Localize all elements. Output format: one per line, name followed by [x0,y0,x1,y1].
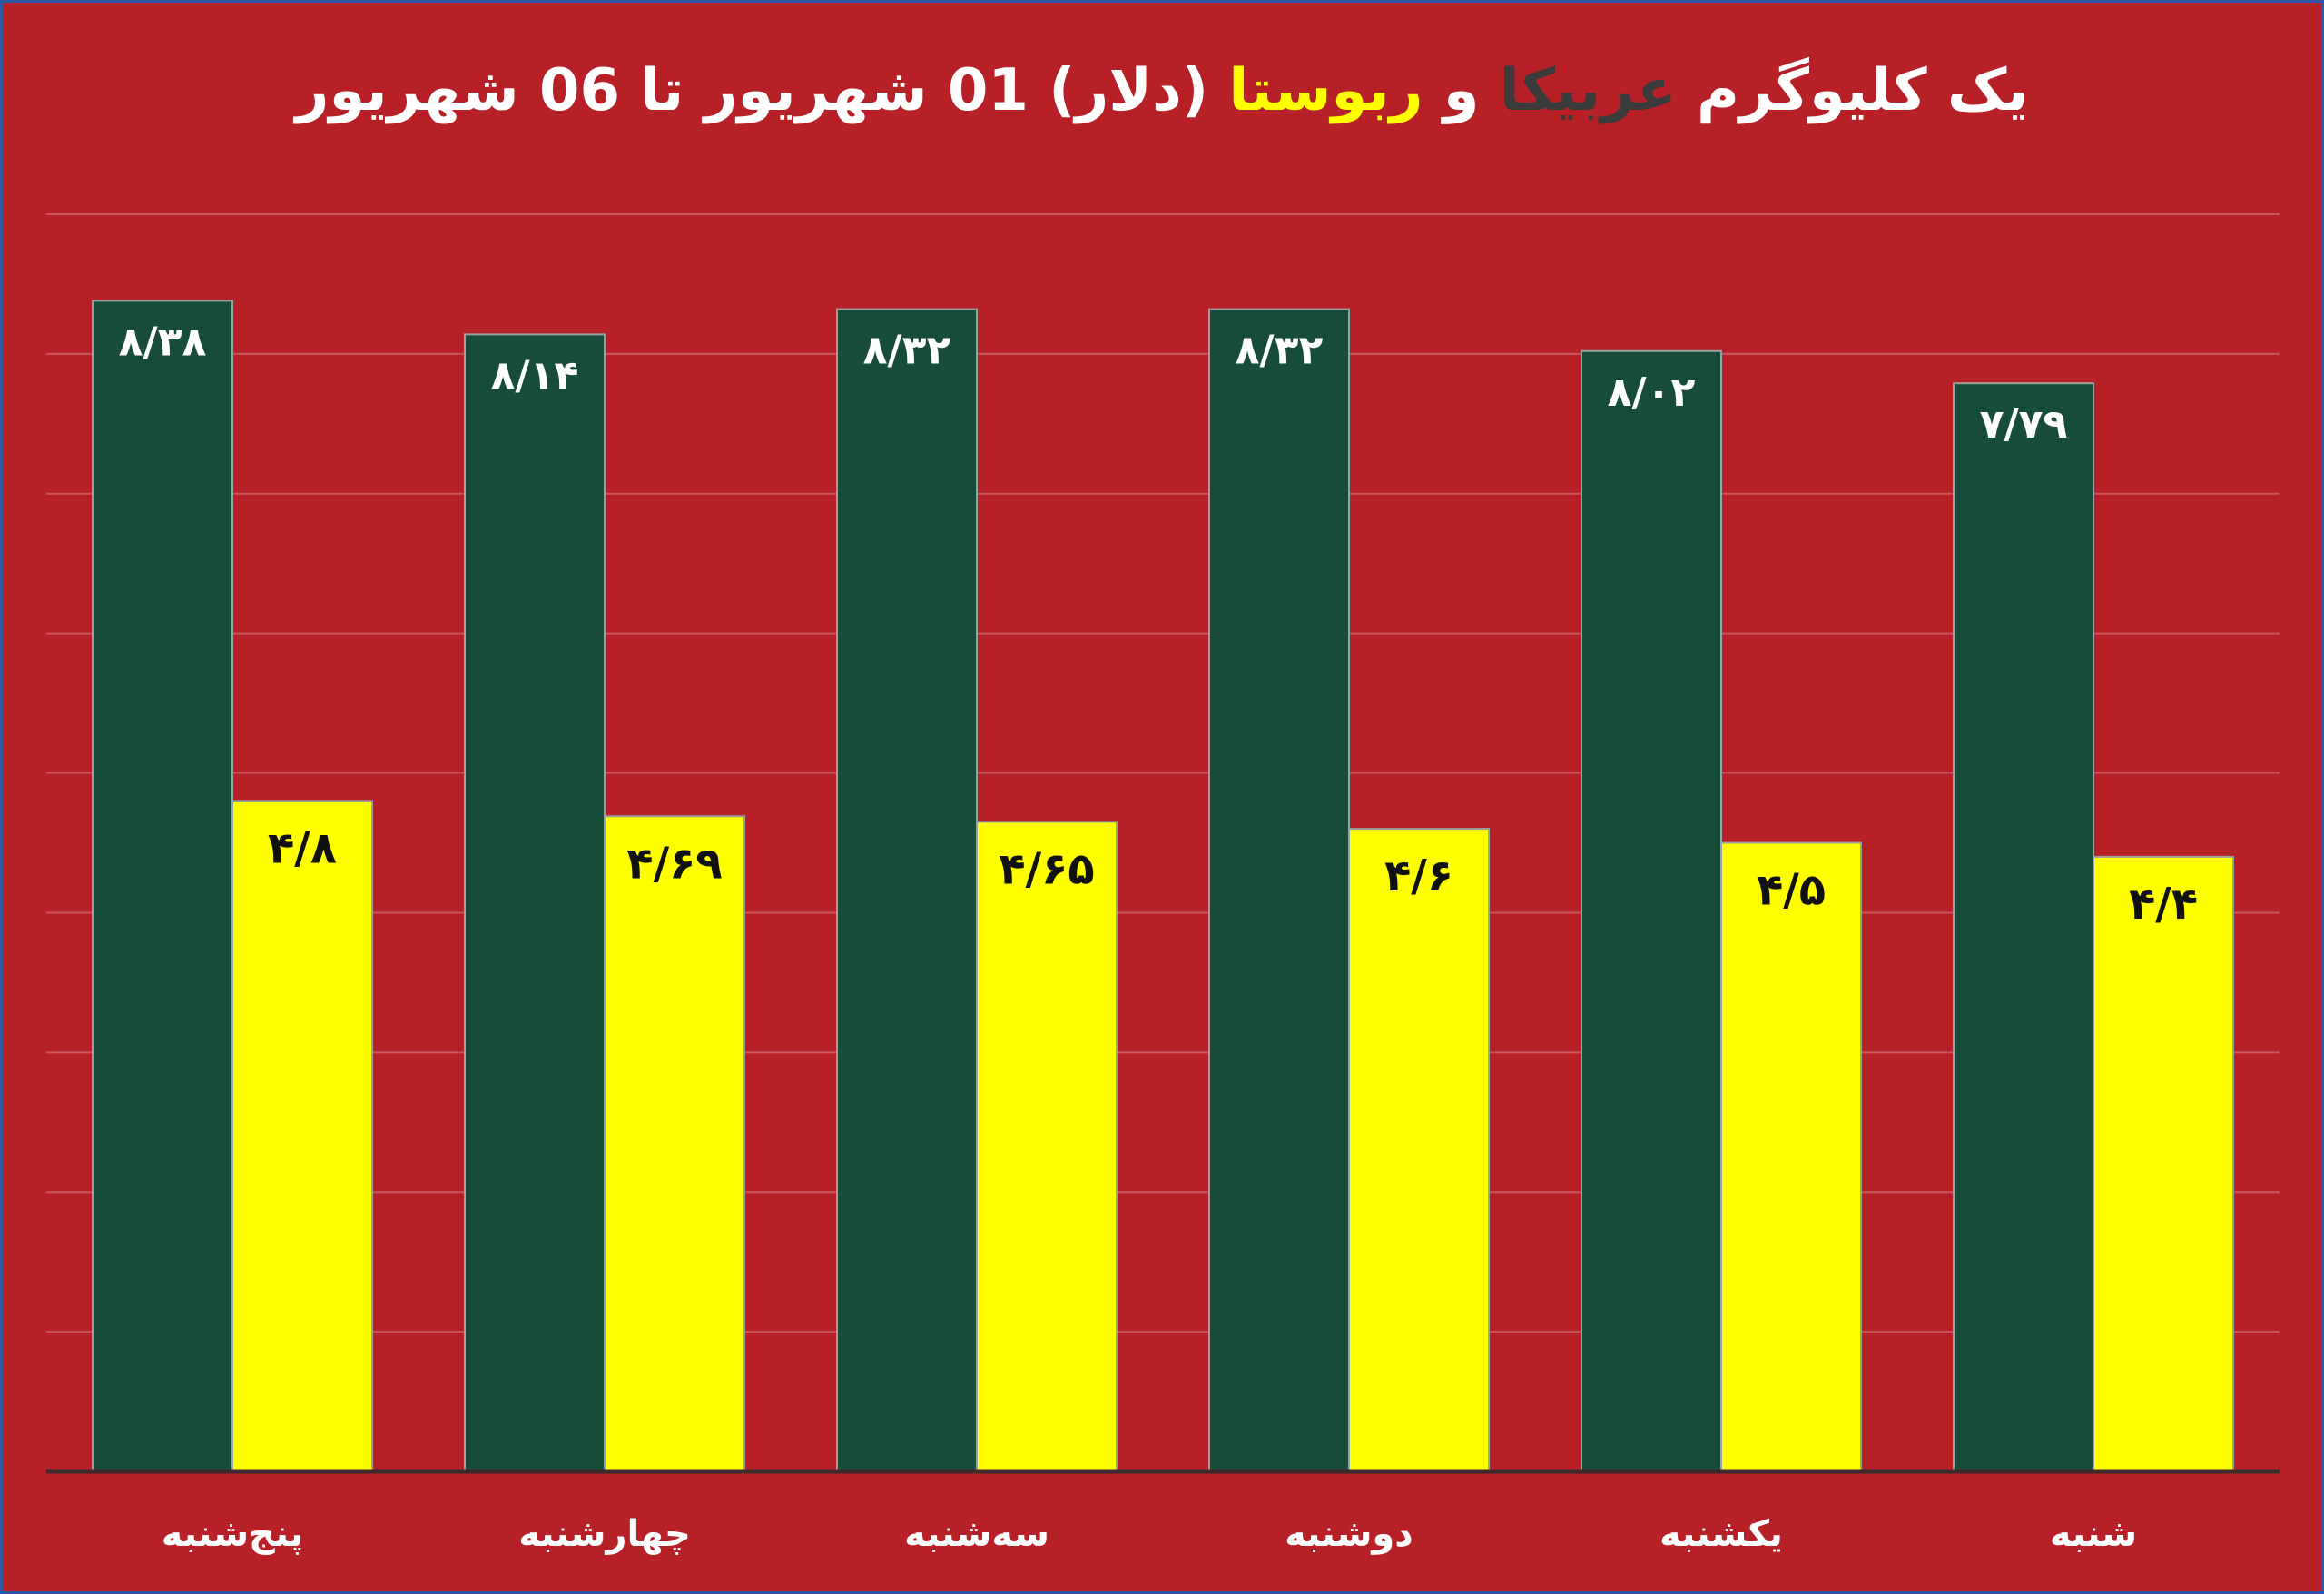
arabica-value-label: ۷/۷۹ [1980,401,2068,448]
robusta-bar [2093,855,2234,1472]
category-label: یکشنبه [1659,1513,1783,1555]
robusta-value-label: ۴/۵ [1757,865,1826,916]
robusta-bar [604,815,745,1472]
category-label: پنج‌شنبه [162,1513,303,1555]
bar-chart: ۸/۳۸ ۴/۸ پنج‌شنبه ۸/۱۴ ۴/۶۹ چهارشنبه ۸/۳۲ ۴/۶۵ س… [46,213,2280,1555]
robusta-value-label: ۴/۶ [1384,851,1453,901]
arabica-bar [92,300,233,1472]
arabica-value-label: ۸/۳۸ [119,319,207,365]
robusta-bar [1720,841,1862,1472]
chart-frame: یک کلیوگرم عربیکا و ربوستا (دلار) 01 شهر… [3,3,2321,1591]
arabica-value-label: ۸/۰۲ [1608,369,1696,416]
robusta-bar [1348,828,1490,1472]
robusta-value-label: ۴/۶۹ [626,838,722,889]
arabica-bar [1581,349,1722,1472]
title-arabica: عربیکا [1499,57,1677,124]
arabica-bar [1208,308,1350,1473]
robusta-bar [231,800,373,1472]
category-label: سه‌شنبه [904,1513,1049,1555]
arabica-value-label: ۸/۳۲ [1236,328,1324,374]
category-label: شنبه [2050,1513,2137,1555]
robusta-value-label: ۴/۶۵ [999,843,1094,894]
arabica-value-label: ۸/۱۴ [491,352,579,398]
title-part1: یک کلیوگرم [1697,57,2029,124]
title-part2: (دلار) 01 شهریور تا 06 شهریور [295,57,1209,124]
category-label: دوشنبه [1285,1513,1413,1555]
category-label: چهارشنبه [518,1513,691,1555]
robusta-value-label: ۴/۴ [2129,879,2198,930]
arabica-bar [1953,382,2094,1472]
title-robusta: ربوستا [1228,57,1423,124]
chart-title: یک کلیوگرم عربیکا و ربوستا (دلار) 01 شهر… [3,57,2321,124]
robusta-value-label: ۴/۸ [268,822,337,873]
arabica-bar [464,333,606,1472]
title-and: و [1443,57,1480,124]
arabica-value-label: ۸/۳۲ [863,328,951,374]
arabica-bar [836,308,978,1473]
robusta-bar [976,821,1118,1472]
